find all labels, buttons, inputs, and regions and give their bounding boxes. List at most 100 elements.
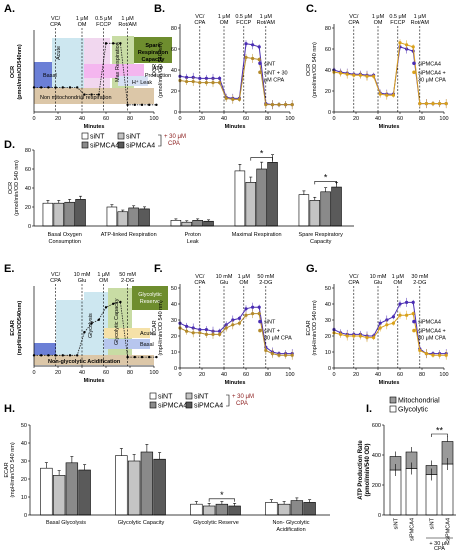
series-point xyxy=(398,302,402,306)
series-point xyxy=(218,81,222,85)
a-point xyxy=(126,103,129,107)
bar xyxy=(320,191,331,227)
y-tick-label: 60 xyxy=(325,47,331,53)
legend-label: siNT xyxy=(126,134,141,141)
a-point xyxy=(76,86,79,89)
y-tick-label: 0 xyxy=(378,513,381,519)
series-point xyxy=(257,57,261,62)
series-point xyxy=(339,71,343,75)
series-point xyxy=(218,329,222,333)
injection-dose: 1 μM xyxy=(372,14,385,20)
series-point xyxy=(418,102,422,106)
injection-drug: Rot/AM xyxy=(411,20,430,26)
series-point xyxy=(438,102,442,106)
y-tick-label: 20 xyxy=(325,334,331,340)
panel-e-y-title: ECAR xyxy=(10,320,16,336)
a-injection-dose: 1 μM xyxy=(121,16,134,22)
series-point xyxy=(270,103,274,107)
bar xyxy=(75,199,86,227)
legend-label: siNT + xyxy=(264,329,280,335)
e-x-tick-label: 100 xyxy=(149,370,158,376)
x-tick-label: 80 xyxy=(419,116,425,122)
legend-label: siPMCA4 xyxy=(126,143,155,150)
y-axis-title: OCR xyxy=(8,182,14,194)
e-acute-band xyxy=(104,328,150,338)
y-axis-title: ECAR xyxy=(152,320,158,335)
significance-bracket xyxy=(208,498,235,502)
series-point xyxy=(378,92,382,96)
series-point xyxy=(424,352,428,356)
e-acute-label: Acute xyxy=(140,331,154,337)
y-axis-title-2: (pmol/min/OD 540 nm) xyxy=(14,160,20,216)
series-point xyxy=(270,352,274,356)
x-tick-label: 60 xyxy=(243,116,249,122)
a-point xyxy=(148,103,151,107)
series-point xyxy=(198,81,202,85)
series-point xyxy=(231,323,235,327)
y-tick-label: 50 xyxy=(21,423,27,429)
e-reserve-box xyxy=(132,286,168,310)
leak-label: H⁺ Leak xyxy=(132,79,153,86)
y-tick-label: 0 xyxy=(174,366,177,372)
x-axis-title: Minutes xyxy=(379,124,400,130)
injection-drug: CPA xyxy=(194,20,205,26)
injection-dose: 0.5 μM xyxy=(235,14,252,20)
series-point xyxy=(385,93,389,97)
category-label: Acidification xyxy=(276,527,305,533)
legend-label: 30 μM CPA xyxy=(418,77,446,83)
series-point xyxy=(391,93,395,97)
e-acute-region xyxy=(56,300,84,355)
x-tick-label: 40 xyxy=(375,372,381,378)
y-axis-title-2: (pmol/min/OD 540 nm) xyxy=(158,42,164,98)
bar xyxy=(298,194,310,227)
series-point xyxy=(198,331,202,335)
e-x-tick-label: 0 xyxy=(32,370,35,376)
bar xyxy=(42,202,54,227)
legend-label: 30 μM CPA xyxy=(264,336,292,342)
a-injection-drug: FCCP xyxy=(96,22,111,28)
e-point xyxy=(119,300,122,304)
leak-band xyxy=(118,76,148,86)
e-point xyxy=(68,354,72,357)
series-point xyxy=(224,96,228,100)
series-point xyxy=(204,81,208,85)
a-point xyxy=(155,103,158,107)
e-x-tick-label: 20 xyxy=(55,370,61,376)
bar xyxy=(181,221,193,227)
injection-dose: 30 mM xyxy=(411,274,428,280)
a-injection-dose: 0.5 μM xyxy=(95,16,112,22)
a-point xyxy=(119,42,122,45)
series-point xyxy=(345,72,349,76)
series-point xyxy=(411,45,415,49)
significance-mark: * xyxy=(324,172,328,182)
injection-drug: CPA xyxy=(348,280,359,286)
cpa-label-2: CPA xyxy=(434,546,445,550)
x-tick-label: 80 xyxy=(419,372,425,378)
series-point xyxy=(251,305,255,309)
y-tick-label: 40 xyxy=(325,68,331,74)
e-injection-drug: CPA xyxy=(50,278,61,284)
e-nonglyc-region xyxy=(34,355,154,365)
a-point xyxy=(104,42,108,45)
legend-swatch xyxy=(389,405,397,413)
e-basal-label: Basal xyxy=(140,342,154,348)
legend-swatch xyxy=(185,392,193,400)
legend-label: 30 μM CPA xyxy=(418,336,446,342)
legend-label: siNT xyxy=(194,394,209,401)
bar xyxy=(234,170,246,227)
e-point xyxy=(104,306,108,309)
series-point xyxy=(277,103,281,107)
series-point xyxy=(385,318,389,322)
significance-bracket xyxy=(431,433,448,437)
category-label: Maximal Respiration xyxy=(232,232,282,238)
series-point xyxy=(244,313,248,317)
series-point xyxy=(411,312,415,316)
y-axis-title-2: (mpH/min/OD 540 nm) xyxy=(312,300,318,355)
y-axis-title: ATP Production Rate xyxy=(358,440,364,500)
e-x-tick-label: 40 xyxy=(79,370,85,376)
e-injection-drug: Glu xyxy=(78,278,87,284)
y-tick-label: 20 xyxy=(325,89,331,95)
e-point xyxy=(133,355,136,359)
panel-label-a: A. xyxy=(4,3,15,15)
